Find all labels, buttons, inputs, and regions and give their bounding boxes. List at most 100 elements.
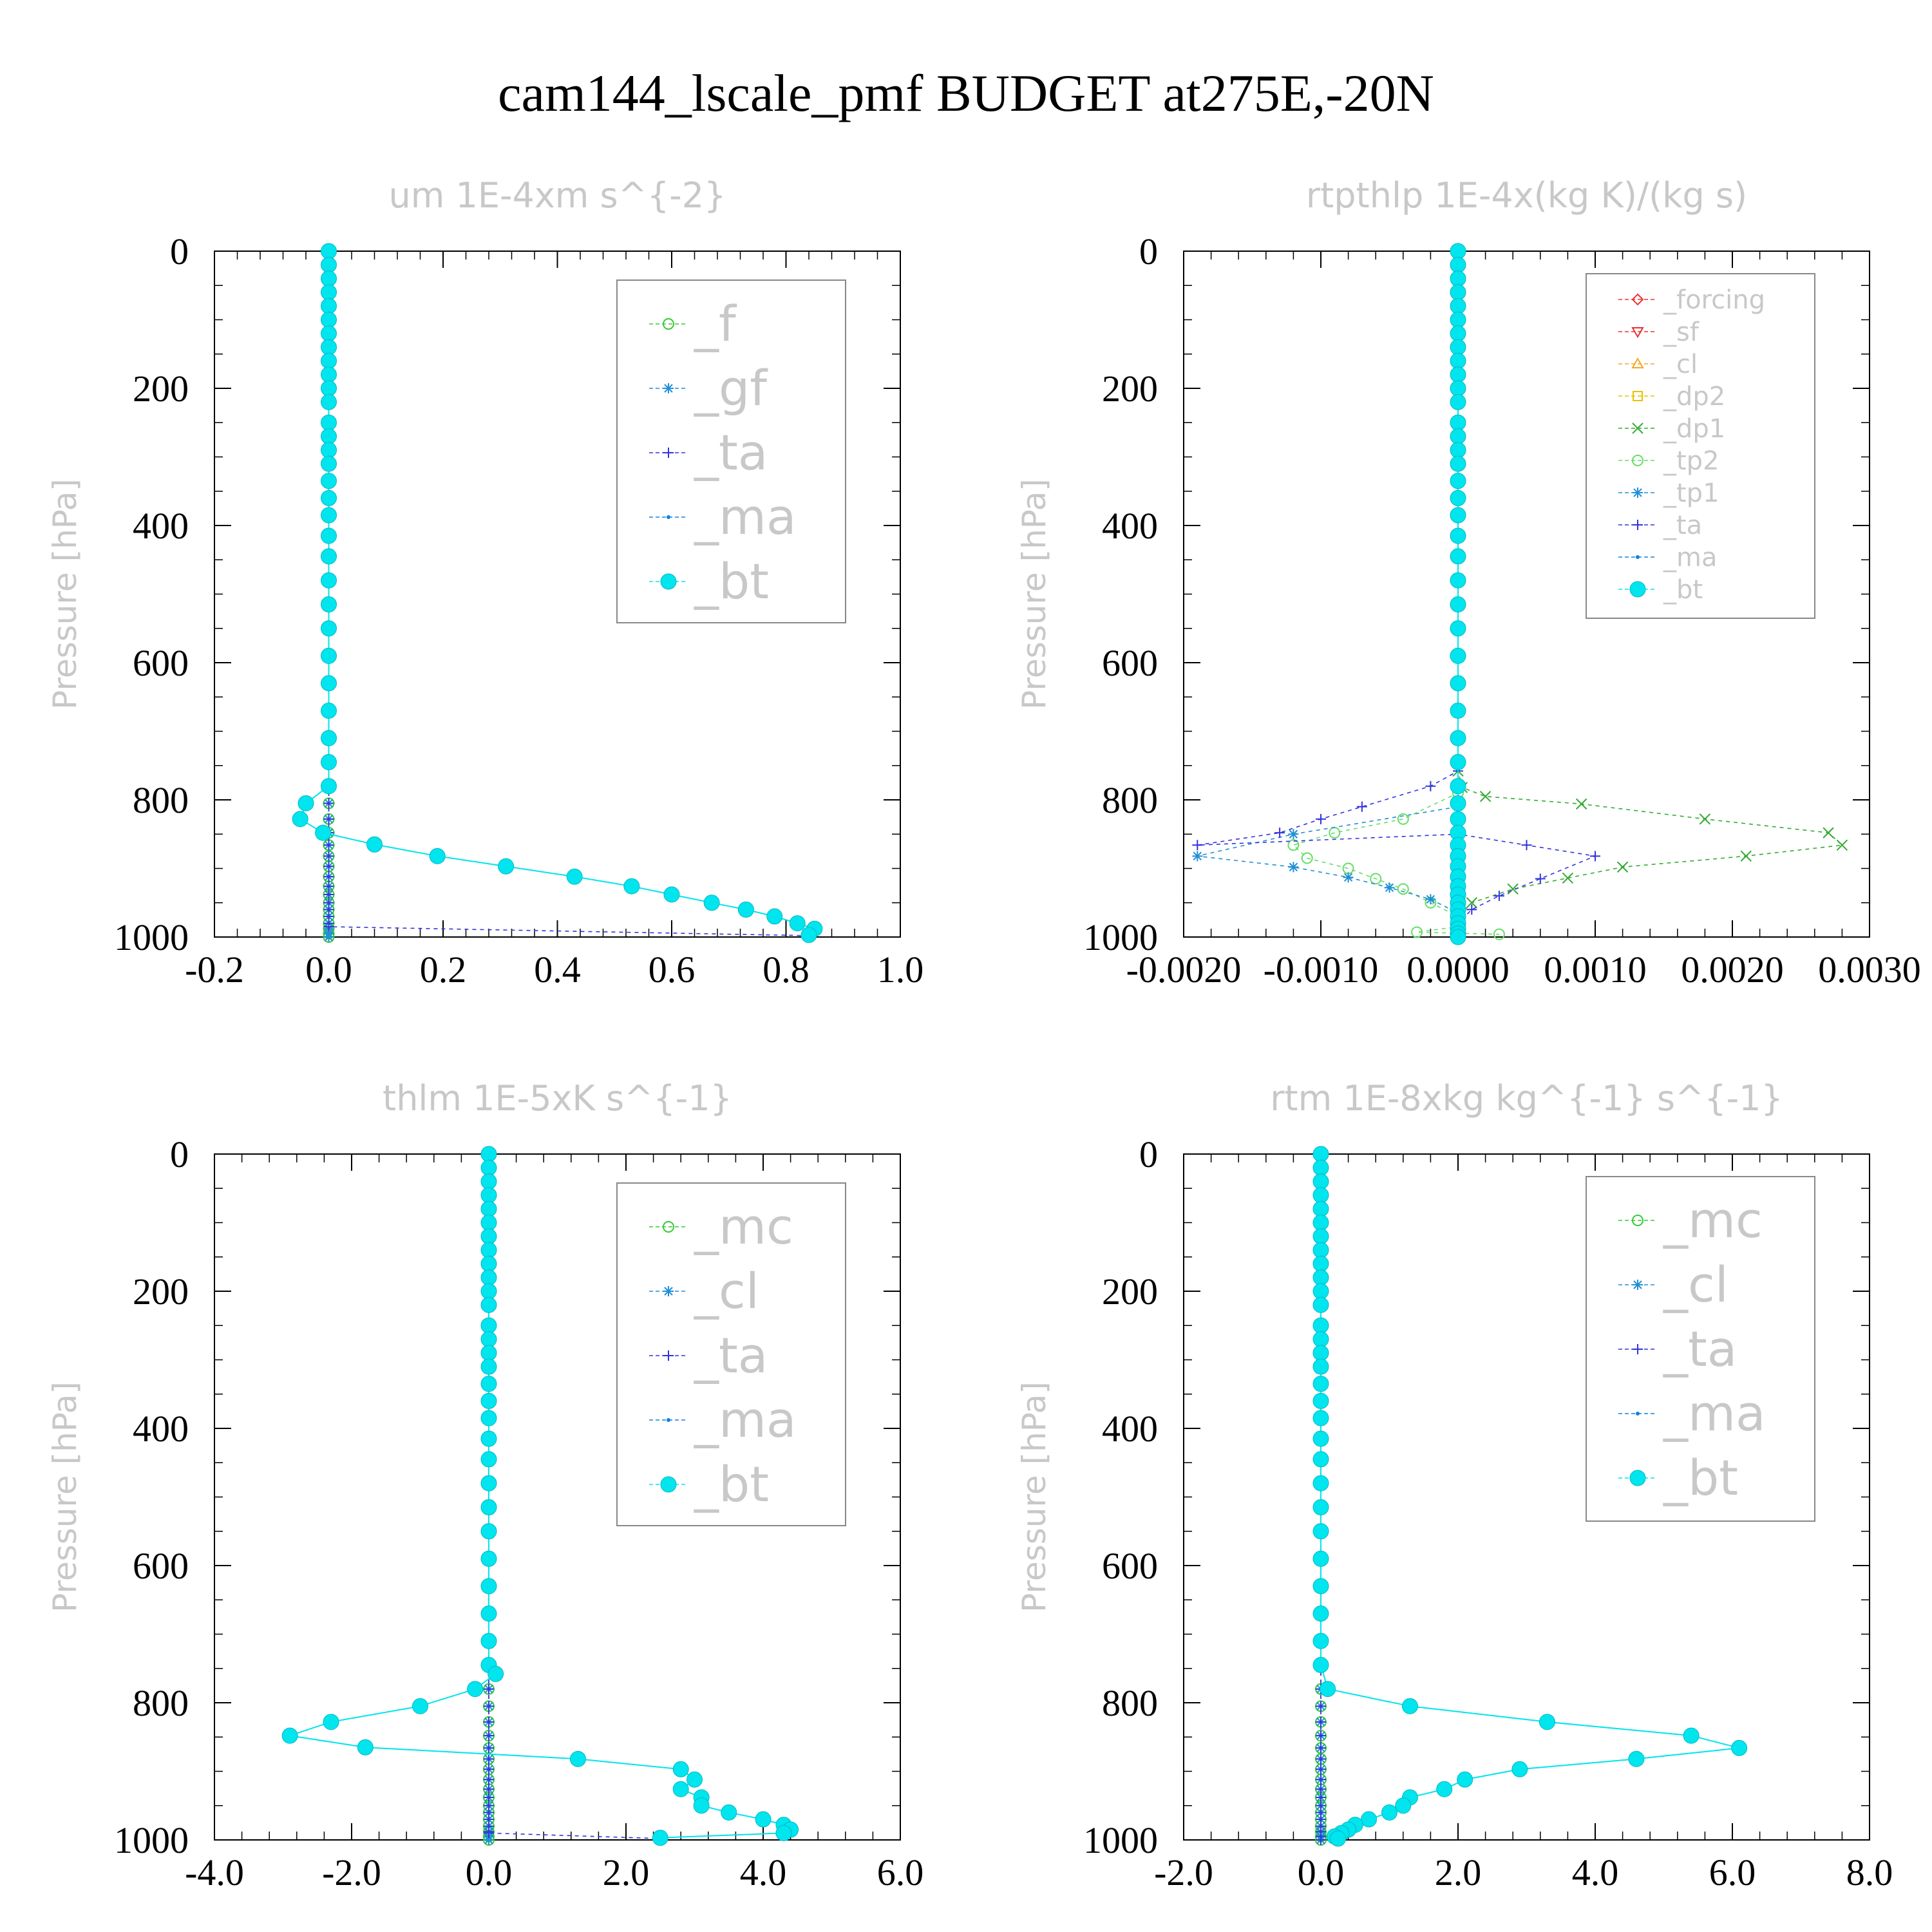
data-point <box>321 366 337 383</box>
data-point <box>1511 1761 1528 1777</box>
data-point <box>1539 1714 1555 1730</box>
data-point <box>321 753 337 770</box>
data-point <box>687 1771 703 1788</box>
data-point <box>298 795 314 811</box>
data-point <box>1384 882 1395 893</box>
legend-marker <box>1631 293 1644 306</box>
y-tick-label: 800 <box>133 1682 189 1724</box>
data-point <box>1356 801 1367 812</box>
data-point <box>1450 312 1466 328</box>
x-tick-label: -2.0 <box>322 1852 381 1893</box>
data-point <box>775 1824 792 1841</box>
data-point <box>321 414 337 431</box>
series-line <box>1197 251 1597 924</box>
legend-label: _ma <box>694 1391 797 1448</box>
data-point <box>1312 1633 1329 1649</box>
data-point <box>1436 1781 1453 1797</box>
y-tick-label: 0 <box>1139 231 1158 272</box>
legend-marker <box>660 573 677 590</box>
data-point <box>1425 781 1436 791</box>
data-point <box>484 1754 494 1765</box>
data-point <box>569 1750 586 1767</box>
data-point <box>480 1173 497 1190</box>
data-point <box>323 813 334 824</box>
data-point <box>1401 1698 1418 1714</box>
data-point <box>1316 813 1326 824</box>
legend-marker <box>1633 391 1643 401</box>
legend-box <box>616 1182 846 1526</box>
data-point <box>1450 778 1466 795</box>
data-point <box>321 243 337 260</box>
data-point <box>480 1283 497 1300</box>
data-point <box>323 798 334 809</box>
data-point <box>1450 380 1466 397</box>
data-point <box>480 1255 497 1272</box>
legend-marker <box>1632 422 1643 434</box>
data-point <box>480 1550 497 1567</box>
data-point <box>488 1665 504 1682</box>
y-tick-label: 1000 <box>1083 1819 1158 1861</box>
data-point <box>323 922 334 933</box>
legend-label: _ta <box>1663 511 1702 540</box>
data-point <box>1575 798 1587 810</box>
data-point <box>480 1578 497 1595</box>
data-point <box>1274 828 1285 838</box>
series-tp2 <box>1287 245 1505 940</box>
data-point <box>1397 883 1409 895</box>
data-point <box>1342 862 1354 875</box>
data-point <box>1312 1499 1329 1515</box>
data-point <box>484 1774 494 1785</box>
y-tick-label: 200 <box>1102 1271 1158 1312</box>
data-point <box>480 1392 497 1409</box>
legend-label: _mc <box>694 1198 793 1255</box>
data-point <box>1479 790 1492 802</box>
data-point <box>693 1797 710 1814</box>
data-point <box>321 428 337 445</box>
legend: _f _gf _ta _ma _bt <box>616 279 846 623</box>
data-point <box>1343 872 1354 883</box>
data-point <box>480 1430 497 1447</box>
data-point <box>321 325 337 342</box>
data-point <box>480 1317 497 1334</box>
data-point <box>1450 507 1466 524</box>
y-tick-label: 600 <box>1102 1545 1158 1587</box>
data-point <box>1312 1317 1329 1334</box>
data-point <box>1450 339 1466 355</box>
data-point <box>357 1739 374 1756</box>
legend-marker <box>1632 1215 1643 1226</box>
y-tick-label: 200 <box>133 1271 189 1312</box>
legend-marker <box>1633 520 1643 530</box>
data-point <box>412 1698 428 1714</box>
x-tick-label: 8.0 <box>1846 1852 1893 1893</box>
data-point <box>1361 1811 1378 1828</box>
data-point <box>484 1835 494 1845</box>
panels: um 1E-4xm s^{-2} Pressure [hPa] -0.2 0.0 0.2… <box>46 175 1921 1893</box>
data-point <box>484 1743 494 1754</box>
panel-1: um 1E-4xm s^{-2} Pressure [hPa] -0.2 0.0 0.2… <box>46 175 923 990</box>
legend-label: _sf <box>1663 317 1700 347</box>
data-point <box>703 895 720 911</box>
y-axis-label: Pressure [hPa] <box>1016 1381 1053 1613</box>
x-tick-label: 0.8 <box>762 949 810 990</box>
x-tick-label: 2.0 <box>603 1852 650 1893</box>
data-point <box>323 851 334 862</box>
legend-label: _bt <box>694 1455 769 1513</box>
data-point <box>1450 795 1466 811</box>
x-tick-label: 0.4 <box>534 949 581 990</box>
data-point <box>484 1764 494 1775</box>
series-tp1 <box>1192 246 1463 933</box>
data-point <box>800 927 817 943</box>
legend-marker <box>663 383 674 393</box>
legend-marker <box>663 318 674 330</box>
data-point <box>1312 1200 1329 1217</box>
x-tick-label: 1.0 <box>877 949 924 990</box>
data-point <box>1312 1430 1329 1447</box>
data-point <box>321 548 337 565</box>
data-point <box>1288 862 1299 873</box>
data-point <box>1562 872 1574 884</box>
data-point <box>1450 596 1466 612</box>
legend: _forcing_sf _cl _dp2_dp1_tp2_tp1 _ta _ma_bt <box>1586 273 1815 619</box>
y-tick-label: 800 <box>133 779 189 821</box>
data-point <box>480 1633 497 1649</box>
legend-label: _ta <box>1663 1320 1737 1378</box>
